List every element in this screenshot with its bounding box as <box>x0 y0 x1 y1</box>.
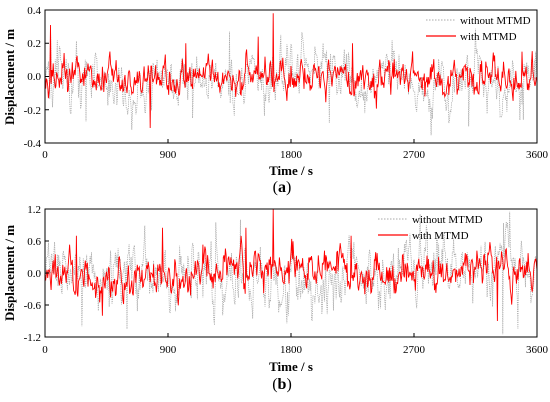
y-tick-label: 0.0 <box>27 71 41 83</box>
legend: without MTMD with MTMD <box>378 214 483 242</box>
x-tick-label: 2700 <box>403 149 426 161</box>
y-tick-label: -0.4 <box>24 138 42 150</box>
x-tick-label: 3600 <box>526 344 549 356</box>
x-tick-label: 900 <box>160 149 177 161</box>
legend-label-with: with MTMD <box>460 31 517 43</box>
y-tick-label: 0.0 <box>27 268 41 280</box>
panel-caption: (a) <box>273 179 292 196</box>
x-tick-label: 1800 <box>280 344 303 356</box>
legend-label-with: with MTMD <box>412 230 469 242</box>
series-layer <box>44 13 538 136</box>
y-tick-label: -0.6 <box>24 300 42 312</box>
x-tick-label: 0 <box>42 344 48 356</box>
x-axis-title: Time / s <box>269 359 313 374</box>
y-tick-label: 0.6 <box>27 236 41 248</box>
x-tick-label: 2700 <box>403 344 426 356</box>
chart-panel-b: 0 900 1800 2700 3600 -1.2 -0.6 0.0 0.6 1… <box>2 204 549 393</box>
y-tick-label: 0.2 <box>27 38 41 50</box>
x-tick-label: 1800 <box>280 149 303 161</box>
y-tick-label: -0.2 <box>24 105 41 117</box>
x-tick-label: 900 <box>160 344 177 356</box>
panel-caption: (b) <box>272 376 292 393</box>
legend: without MTMD with MTMD <box>426 15 531 43</box>
y-tick-label: 1.2 <box>27 204 41 216</box>
x-tick-label: 3600 <box>526 149 549 161</box>
y-axis-title: Displacement / m <box>2 225 17 321</box>
x-axis-title: Time / s <box>269 163 313 178</box>
chart-panel-a: 0 900 1800 2700 3600 -0.4 -0.2 0.0 0.2 0… <box>2 5 549 196</box>
tick-layer <box>44 9 538 144</box>
x-tick-label: 0 <box>42 149 48 161</box>
legend-label-without: without MTMD <box>412 214 483 226</box>
legend-label-without: without MTMD <box>460 15 531 27</box>
series-line-with-mtmd <box>44 13 538 129</box>
tick-layer <box>44 208 538 338</box>
y-tick-label: 0.4 <box>27 5 41 17</box>
y-tick-label: -1.2 <box>24 332 41 344</box>
series-line-without-mtmd <box>44 211 538 335</box>
series-layer <box>44 208 538 335</box>
series-line-with-mtmd <box>44 208 538 322</box>
y-axis-title: Displacement / m <box>2 29 17 125</box>
